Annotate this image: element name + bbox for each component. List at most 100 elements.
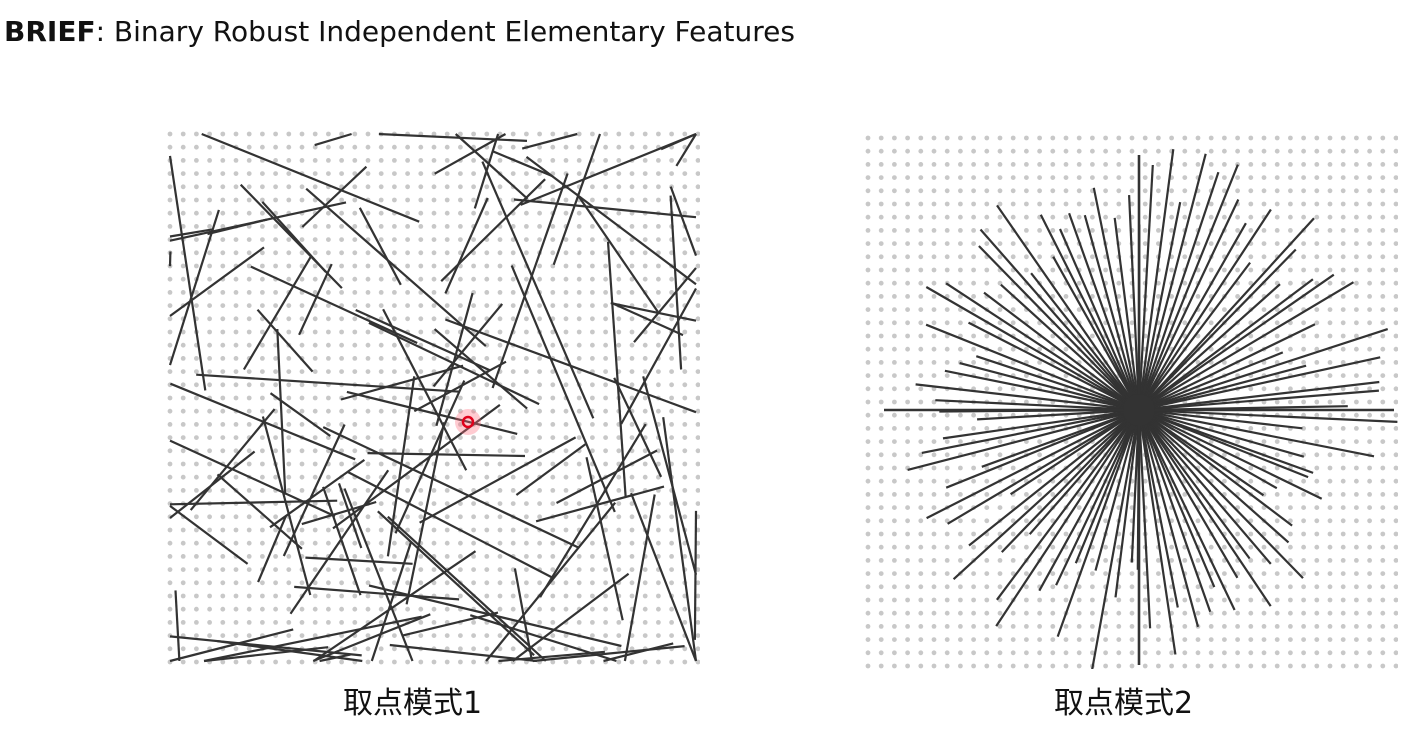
- point-pair-line: [525, 156, 697, 286]
- point-pair-line: [485, 502, 617, 662]
- keypoint-marker: [455, 409, 481, 435]
- point-pair-line: [242, 256, 312, 371]
- radial-line: [1138, 281, 1355, 411]
- point-pair-line: [555, 449, 658, 504]
- radial-line: [1138, 208, 1272, 411]
- radial-line: [1138, 409, 1236, 611]
- point-pair-line: [662, 417, 698, 662]
- radial-line: [907, 408, 1140, 471]
- radial-line: [1138, 380, 1380, 412]
- point-pair-line: [269, 392, 331, 437]
- radial-line: [915, 383, 1140, 412]
- point-pair-line: [370, 541, 413, 662]
- point-pair-line: [515, 443, 587, 496]
- radial-line: [1137, 409, 1216, 588]
- radial-line: [975, 355, 1140, 412]
- radial-line: [1052, 256, 1140, 411]
- point-pair-line: [257, 515, 288, 583]
- radial-line: [1094, 409, 1141, 571]
- radial-line: [1128, 195, 1141, 411]
- radial-line: [1138, 248, 1297, 411]
- point-pair-line: [394, 380, 466, 534]
- point-pair-line: [216, 473, 303, 550]
- point-pair-line: [322, 426, 580, 549]
- point-pair-line: [355, 308, 491, 372]
- point-pair-line: [201, 132, 420, 223]
- radial-line: [995, 409, 1140, 627]
- radial-line: [926, 409, 1140, 520]
- radial-line: [1138, 389, 1379, 412]
- point-pair-line: [623, 494, 656, 662]
- grid-dots: [167, 131, 700, 665]
- radial-line: [925, 286, 1140, 411]
- center-point: [1123, 394, 1155, 426]
- radial-line: [1138, 409, 1323, 500]
- point-pair-line: [435, 292, 474, 427]
- point-pair-line: [513, 198, 697, 219]
- point-pair-line: [256, 308, 314, 373]
- point-pair-line: [491, 173, 569, 389]
- title-acronym: BRIEF: [4, 15, 96, 48]
- radial-line: [1138, 323, 1316, 411]
- point-pair-line: [282, 424, 346, 557]
- point-pair-lines: [168, 132, 698, 663]
- radial-line: [1068, 212, 1141, 411]
- point-pair-line: [377, 510, 535, 657]
- point-pair-line: [168, 155, 207, 391]
- point-pair-line: [613, 377, 663, 478]
- radial-line: [1138, 409, 1278, 490]
- point-pair-line: [305, 187, 487, 347]
- point-pair-line: [521, 132, 578, 150]
- radial-line: [1138, 328, 1389, 412]
- radial-line: [1113, 217, 1141, 411]
- radial-line: [968, 409, 1140, 547]
- radial-line: [1000, 283, 1140, 411]
- point-pair-line: [314, 132, 352, 147]
- point-pair-line: [207, 218, 268, 236]
- radial-line: [925, 323, 1140, 412]
- radial-line: [1138, 408, 1303, 430]
- point-pair-line: [346, 390, 518, 435]
- radial-line: [1138, 351, 1284, 412]
- radial-line: [1137, 409, 1177, 655]
- caption-pattern-2: 取点模式2: [1054, 686, 1194, 721]
- radial-line: [1138, 409, 1293, 527]
- point-pair-line: [402, 611, 499, 637]
- point-pair-line: [168, 209, 220, 366]
- radial-line: [1137, 409, 1179, 608]
- point-pair-line: [203, 615, 422, 663]
- point-pair-line: [301, 500, 377, 526]
- point-pair-line: [312, 613, 431, 663]
- radial-line: [947, 409, 1140, 525]
- title-expansion: : Binary Robust Independent Elementary F…: [95, 15, 795, 48]
- radial-line: [1138, 273, 1335, 411]
- radial-line: [1137, 149, 1175, 411]
- radial-lines: [884, 149, 1398, 669]
- point-pair-line: [261, 416, 312, 596]
- point-pair-line: [669, 195, 683, 370]
- radial-line: [1138, 261, 1251, 411]
- radial-line: [978, 245, 1140, 411]
- radial-line: [1138, 408, 1309, 479]
- point-pair-line: [532, 645, 685, 663]
- point-pair-line: [539, 423, 647, 598]
- radial-line: [1074, 409, 1141, 564]
- point-pair-line: [169, 499, 338, 506]
- point-pair-line: [269, 459, 366, 529]
- point-pair-line: [250, 265, 418, 344]
- point-pair-line: [620, 287, 697, 425]
- point-pair-line: [204, 646, 329, 663]
- radial-line: [1114, 409, 1141, 598]
- point-pair-line: [169, 382, 356, 461]
- point-pair-line: [386, 376, 416, 557]
- point-pair-line: [340, 364, 464, 401]
- point-pair-line: [169, 505, 249, 565]
- radial-line: [1138, 364, 1307, 412]
- page-title: BRIEF: Binary Robust Independent Element…: [4, 14, 795, 50]
- radial-line: [1137, 164, 1154, 411]
- radial-line: [967, 321, 1140, 411]
- radial-line: [1137, 409, 1212, 613]
- point-pair-line: [510, 265, 616, 513]
- radial-line: [996, 204, 1140, 411]
- point-pair-line: [481, 161, 595, 419]
